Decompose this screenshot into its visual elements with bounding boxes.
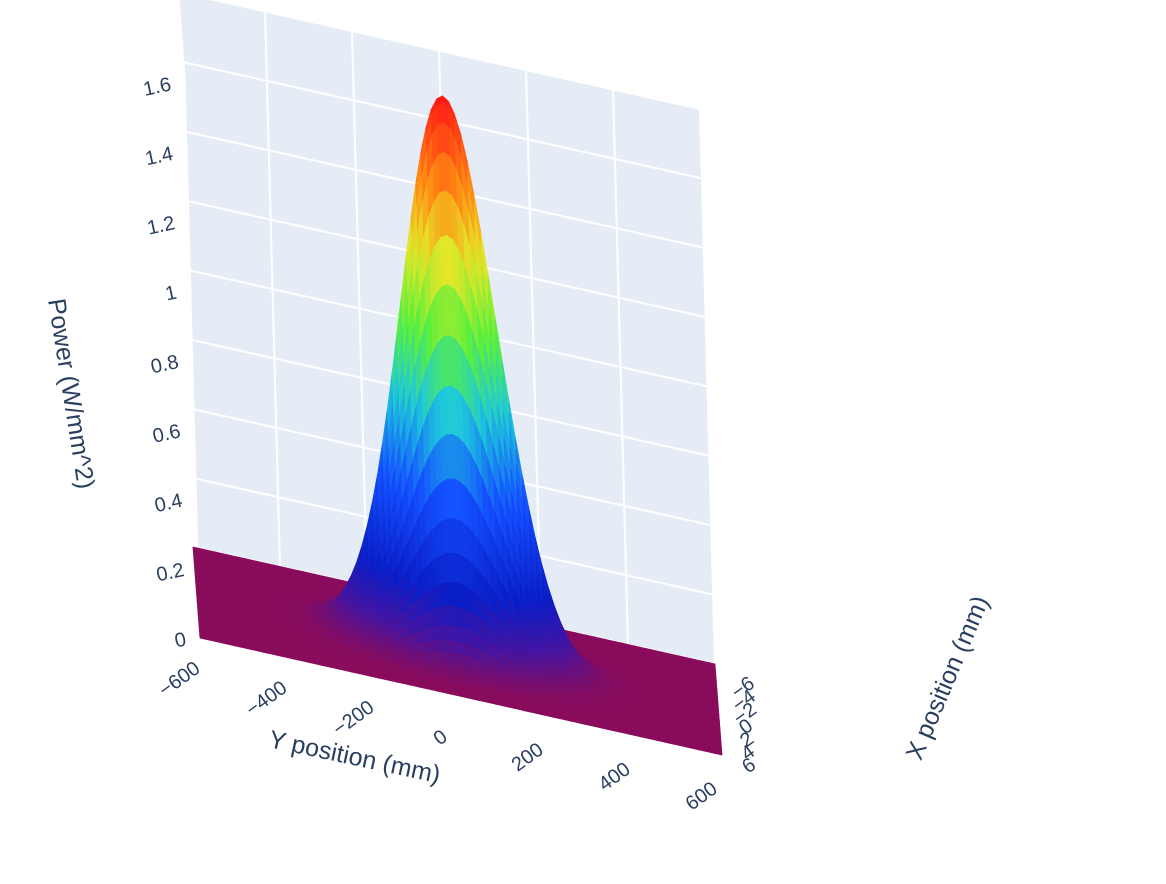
surface-patch xyxy=(435,651,443,662)
surface-patch xyxy=(428,626,436,642)
surface-patch xyxy=(441,651,449,662)
surface-patch xyxy=(423,651,431,661)
surface-patch xyxy=(440,640,448,653)
y-gridline xyxy=(264,11,281,567)
surface-patch xyxy=(400,636,408,648)
surface-plot xyxy=(192,95,723,756)
surface-patch xyxy=(429,640,437,653)
surface-patch xyxy=(417,629,425,644)
surface-patch xyxy=(463,627,471,647)
surface-patch xyxy=(422,611,430,631)
surface-patch xyxy=(371,650,379,655)
surface-patch xyxy=(457,626,465,645)
surface-patch xyxy=(439,606,447,627)
surface-patch xyxy=(416,614,425,633)
surface-patch xyxy=(395,653,402,660)
surface-patch xyxy=(389,653,397,660)
surface-patch xyxy=(406,644,414,654)
surface-patch xyxy=(417,642,425,653)
surface-patch xyxy=(456,606,465,629)
surface-patch xyxy=(428,608,436,629)
surface-patch xyxy=(383,648,391,656)
surface-patch xyxy=(412,652,420,660)
surface-patch xyxy=(451,625,460,643)
surface-patch xyxy=(405,634,413,647)
surface-patch xyxy=(394,646,402,655)
surface-patch xyxy=(468,611,476,635)
surface-patch xyxy=(446,640,454,654)
surface-patch xyxy=(433,607,442,628)
y-gridline xyxy=(525,69,542,626)
y-gridline xyxy=(699,108,716,665)
surface-patch xyxy=(377,644,385,651)
y-gridline xyxy=(612,89,629,645)
surface-patch xyxy=(452,640,460,655)
surface-patch xyxy=(440,625,448,641)
surface-patch xyxy=(394,638,402,649)
surface-patch xyxy=(446,625,454,642)
surface-patch xyxy=(400,645,408,655)
surface-patch xyxy=(383,642,391,651)
surface-patch xyxy=(463,643,472,658)
surface-patch xyxy=(400,653,408,660)
surface-patch xyxy=(427,587,435,613)
surface-patch xyxy=(348,640,356,645)
surface-patch xyxy=(467,587,476,616)
x-gridline xyxy=(183,76,201,632)
surface-patch xyxy=(467,559,475,593)
surface-patch xyxy=(365,646,373,652)
y-gridline xyxy=(351,30,368,587)
surface-patch xyxy=(445,605,453,627)
surface-patch xyxy=(418,651,426,660)
surface-patch xyxy=(406,652,414,660)
surface-patch xyxy=(359,642,367,648)
surface-patch xyxy=(458,641,466,657)
surface-patch xyxy=(412,643,420,654)
surface-patch xyxy=(429,659,437,668)
surface-patch xyxy=(423,627,431,643)
surface-patch xyxy=(436,103,444,126)
surface-patch xyxy=(388,640,396,650)
surface-patch xyxy=(446,651,454,663)
surface-patch xyxy=(429,651,437,661)
surface-patch xyxy=(371,645,379,652)
surface-patch xyxy=(423,641,431,653)
surface-patch xyxy=(411,631,419,646)
surface-patch xyxy=(435,640,443,653)
surface-patch xyxy=(466,525,474,566)
surface-patch xyxy=(418,659,426,666)
surface-patch xyxy=(434,625,442,642)
surface-patch xyxy=(452,652,460,664)
surface-patch xyxy=(389,648,397,655)
surface-patch xyxy=(330,635,338,639)
surface-patch xyxy=(354,643,362,648)
surface-patch xyxy=(377,649,385,656)
surface-patch xyxy=(424,659,432,667)
